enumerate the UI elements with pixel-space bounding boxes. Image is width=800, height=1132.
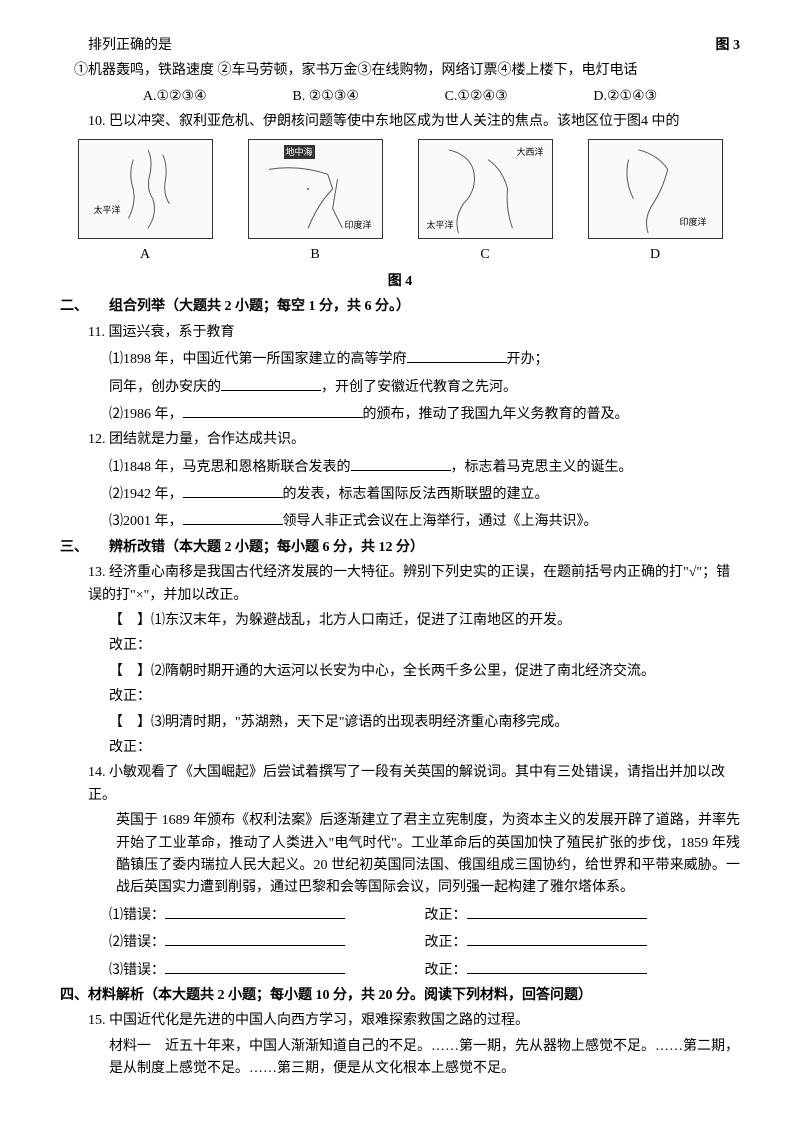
q12-title: 12. 团结就是力量，合作达成共识。	[60, 429, 740, 451]
q12-l1: ⑴1848 年，马克思和恩格斯联合发表的，标志着马克思主义的诞生。	[60, 455, 740, 479]
section2-title: 二、 组合列举（大题共 2 小题；每空 1 分，共 6 分。）	[60, 296, 740, 318]
q13-corr3: 改正：	[60, 737, 740, 759]
map-a-ocean: 太平洋	[94, 203, 121, 217]
map-d-sea: 印度洋	[679, 215, 706, 229]
map-label-d: D	[588, 244, 723, 266]
blank-input[interactable]	[467, 958, 647, 974]
map-label-b: B	[248, 244, 383, 266]
option-d: D.②①④③	[593, 86, 657, 108]
map-c-sea1: 大西洋	[516, 145, 543, 159]
q11-l2: 同年，创办安庆的，开创了安徽近代教育之先河。	[60, 375, 740, 399]
q11-l3: ⑵1986 年，的颁布，推动了我国九年义务教育的普及。	[60, 402, 740, 426]
fig3-label: 图 3	[716, 35, 741, 57]
map-b: 地中海 印度洋	[248, 139, 383, 239]
map-labels-row: A B C D	[60, 244, 740, 266]
map-row: 太平洋 地中海 印度洋 大西洋 太平洋 印度洋	[60, 139, 740, 239]
q10-text: 10. 巴以冲突、叙利亚危机、伊朗核问题等使中东地区成为世人关注的焦点。该地区位…	[60, 111, 740, 133]
map-label-a: A	[78, 244, 213, 266]
q13-corr1: 改正：	[60, 635, 740, 657]
map-d: 印度洋	[588, 139, 723, 239]
q13-l1: 【 】⑴东汉末年，为躲避战乱，北方人口南迁，促进了江南地区的开发。	[60, 610, 740, 632]
fig4-label: 图 4	[60, 271, 740, 293]
blank-input[interactable]	[165, 903, 345, 919]
map-b-sea2: 印度洋	[344, 218, 371, 232]
blank-input[interactable]	[467, 930, 647, 946]
section4-title: 四、材料解析（本大题共 2 小题；每小题 10 分，共 20 分。阅读下列材料，…	[60, 985, 740, 1007]
blank-input[interactable]	[351, 455, 451, 471]
map-c-sea2: 太平洋	[427, 218, 454, 232]
option-a: A.①②③④	[143, 86, 207, 108]
q13-l2: 【 】⑵隋朝时期开通的大运河以长安为中心，全长两千多公里，促进了南北经济交流。	[60, 661, 740, 683]
options-statements: ①机器轰鸣，铁路速度 ②车马劳顿，家书万金③在线购物，网络订票④楼上楼下，电灯电…	[60, 60, 740, 82]
q12-l3: ⑶2001 年，领导人非正式会议在上海举行，通过《上海共识》。	[60, 509, 740, 533]
q12-l2: ⑵1942 年，的发表，标志着国际反法西斯联盟的建立。	[60, 482, 740, 506]
blank-input[interactable]	[183, 509, 283, 525]
map-c: 大西洋 太平洋	[418, 139, 553, 239]
option-b: B. ②①③④	[292, 86, 359, 108]
blank-input[interactable]	[221, 375, 321, 391]
map-b-sea1: 地中海	[284, 145, 315, 159]
option-c: C.①②④③	[445, 86, 508, 108]
q15-title: 15. 中国近代化是先进的中国人向西方学习，艰难探索救国之路的过程。	[60, 1010, 740, 1032]
blank-input[interactable]	[407, 347, 507, 363]
blank-input[interactable]	[183, 402, 363, 418]
q14-body: 英国于 1689 年颁布《权利法案》后逐渐建立了君主立宪制度，为资本主义的发展开…	[60, 810, 740, 900]
mc-options-row: A.①②③④ B. ②①③④ C.①②④③ D.②①④③	[60, 86, 740, 108]
map-a: 太平洋	[78, 139, 213, 239]
q11-title: 11. 国运兴衰，系于教育	[60, 322, 740, 344]
q13-corr2: 改正：	[60, 686, 740, 708]
continuation-line: 图 3 排列正确的是	[60, 35, 740, 57]
blank-input[interactable]	[165, 958, 345, 974]
map-label-c: C	[418, 244, 553, 266]
q14-err1: ⑴错误： 改正：	[60, 903, 740, 927]
blank-input[interactable]	[165, 930, 345, 946]
q14-err3: ⑶错误： 改正：	[60, 958, 740, 982]
q15-mat1: 材料一 近五十年来，中国人渐渐知道自己的不足。……第一期，先从器物上感觉不足。……	[60, 1036, 740, 1081]
q14-err2: ⑵错误： 改正：	[60, 930, 740, 954]
blank-input[interactable]	[183, 482, 283, 498]
blank-input[interactable]	[467, 903, 647, 919]
section3-title: 三、 辨析改错（本大题 2 小题；每小题 6 分，共 12 分）	[60, 537, 740, 559]
continuation-text: 排列正确的是	[88, 38, 172, 53]
q13-l3: 【 】⑶明清时期，"苏湖熟，天下足"谚语的出现表明经济重心南移完成。	[60, 712, 740, 734]
q11-l1: ⑴1898 年，中国近代第一所国家建立的高等学府开办；	[60, 347, 740, 371]
q14-intro: 14. 小敏观看了《大国崛起》后尝试着撰写了一段有关英国的解说词。其中有三处错误…	[60, 762, 740, 807]
q13-intro: 13. 经济重心南移是我国古代经济发展的一大特征。辨别下列史实的正误，在题前括号…	[60, 562, 740, 607]
